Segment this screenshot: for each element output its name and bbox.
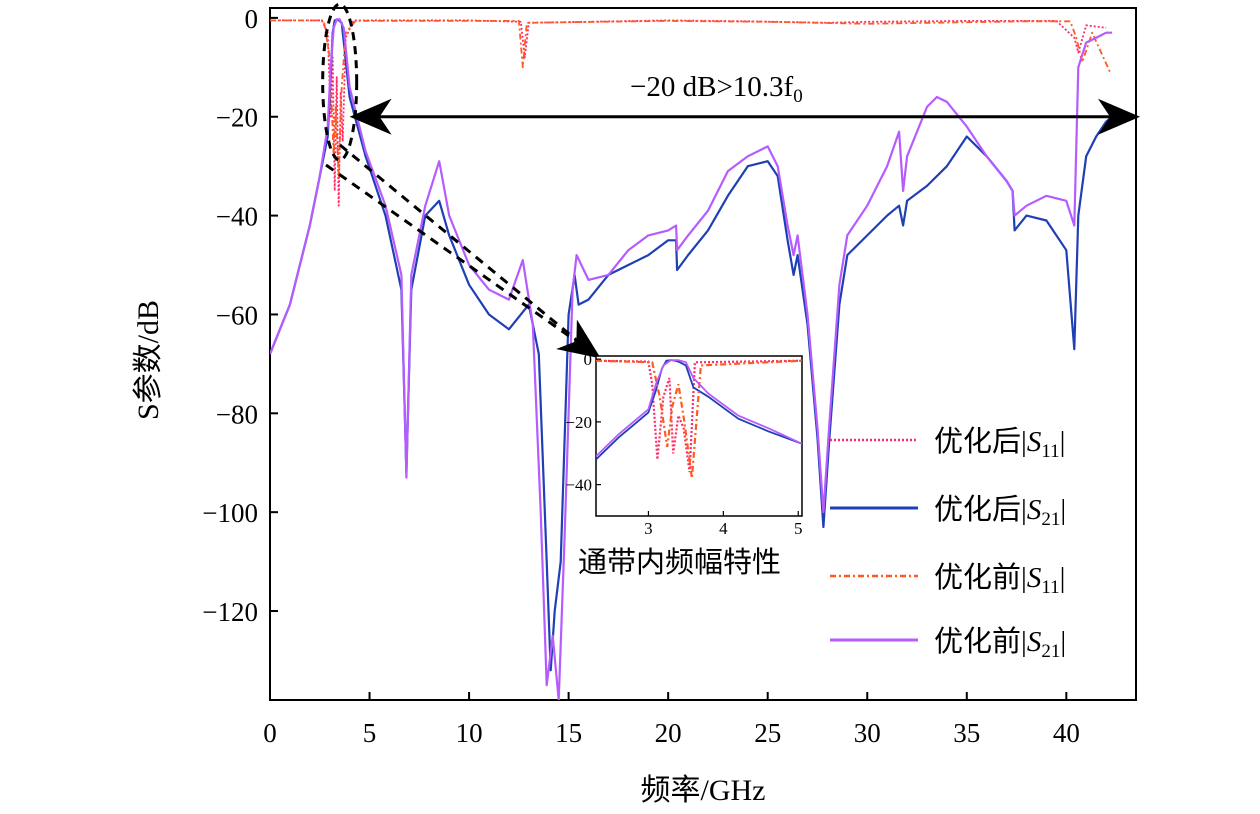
x-tick-label: 0 (263, 718, 277, 748)
legend-label: 优化后|S21| (934, 493, 1066, 530)
inset-y-tick-label: −40 (565, 476, 592, 495)
legend: 优化后|S11| 优化后|S21| 优化前|S11| 优化前|S21| (830, 425, 1066, 662)
x-tick-label: 5 (363, 718, 377, 748)
bandwidth-annotation: −20 dB>10.3f0 (630, 71, 803, 107)
inset-x-tick-label: 3 (644, 519, 653, 538)
y-tick-label: −60 (216, 300, 258, 330)
zoom-arrow (325, 163, 601, 359)
legend-label: 优化前|S21| (934, 625, 1066, 662)
inset-series-group (596, 359, 802, 479)
inset-y-tick-label: −20 (565, 413, 592, 432)
x-tick-label: 15 (555, 718, 582, 748)
series-line (270, 18, 1113, 700)
inset-caption: 通带内频幅特性 (578, 546, 781, 579)
x-axis-ticks: 0 5 10 15 20 25 30 35 40 (263, 692, 1080, 748)
main-series-group (270, 18, 1113, 700)
x-tick-label: 30 (854, 718, 881, 748)
x-tick-label: 25 (754, 718, 781, 748)
y-tick-label: 0 (245, 4, 259, 34)
y-tick-label: −80 (216, 399, 258, 429)
x-tick-label: 40 (1053, 718, 1080, 748)
y-tick-label: −20 (216, 103, 258, 133)
y-tick-label: −40 (216, 202, 258, 232)
y-tick-label: −120 (202, 597, 258, 627)
y-axis-label: S参数/dB (132, 300, 165, 420)
series-line (270, 19, 1111, 178)
inset-series-line (596, 359, 802, 479)
zoom-arrow (339, 143, 597, 358)
y-axis-ticks: 0 −20 −40 −60 −80 −100 −120 (202, 4, 278, 627)
inset-series-line (596, 359, 802, 458)
x-tick-label: 20 (655, 718, 682, 748)
inset-frame (595, 355, 803, 517)
inset-y-tick-label: 0 (584, 350, 593, 369)
zoom-ellipse (321, 2, 359, 162)
x-tick-label: 10 (456, 718, 483, 748)
legend-label: 优化后|S11| (934, 425, 1065, 462)
legend-label: 优化前|S11| (934, 561, 1065, 598)
y-tick-label: −100 (202, 498, 258, 528)
plot-area (269, 7, 1137, 701)
x-axis-label: 频率/GHz (641, 774, 766, 807)
inset-x-tick-label: 4 (719, 519, 728, 538)
x-tick-label: 35 (953, 718, 980, 748)
inset-x-tick-label: 5 (794, 519, 803, 538)
inset-ticks: 3 4 5 0 −20 −40 (565, 350, 802, 538)
